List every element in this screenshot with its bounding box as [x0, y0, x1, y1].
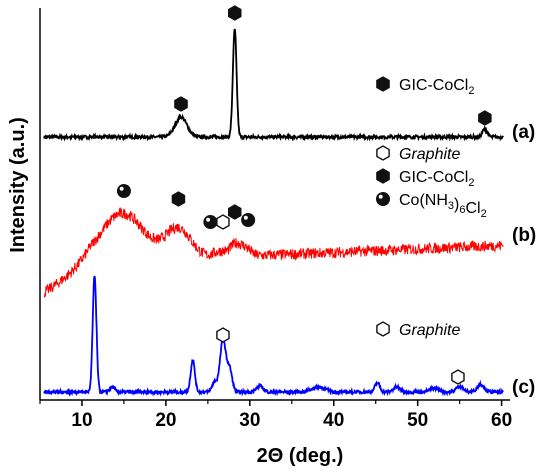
marker-b-1-hexagon-filled-icon	[171, 191, 186, 207]
x-axis-title: 2Θ (deg.)	[257, 445, 344, 467]
x-tick-label-40: 40	[323, 410, 344, 431]
x-tick-label-30: 30	[239, 410, 260, 431]
trace-b	[43, 206, 504, 298]
y-axis-title: Intensity (a.u.)	[7, 117, 29, 253]
marker-a-2-hexagon-filled-icon	[478, 110, 492, 126]
trace-label-b: (b)	[512, 225, 536, 246]
marker-a-0-hexagon-filled-icon	[174, 96, 188, 112]
x-tick-label-50: 50	[407, 410, 428, 431]
trace-label-c: (c)	[512, 377, 535, 398]
marker-b-3-hexagon-open-icon	[216, 214, 230, 230]
legend-c-0-hexagon-open-icon	[376, 321, 390, 337]
legend-b-1-hexagon-filled-icon	[376, 168, 390, 184]
x-axis-title-2: 2	[257, 445, 268, 467]
legend-a-0-label: GIC-CoCl2	[399, 77, 474, 97]
marker-b-2-sphere-icon	[203, 215, 218, 229]
x-tick-label-20: 20	[155, 410, 176, 431]
x-ticks	[39, 400, 503, 406]
trace-a	[43, 28, 505, 142]
x-tick-labels: 10 20 30 40 50 60	[71, 410, 512, 431]
x-axis-title-theta: Θ	[268, 445, 284, 467]
legend-b-0-hexagon-open-icon	[376, 145, 390, 161]
x-tick-label-10: 10	[71, 410, 92, 431]
x-axis-title-unit: (deg.)	[283, 445, 343, 467]
trace-labels: (a) (b) (c)	[512, 122, 536, 398]
legend-b-2-label: Co(NH3)6Cl2	[399, 192, 487, 220]
marker-c-1-hexagon-open-icon	[451, 369, 465, 385]
marker-b-4-hexagon-filled-icon	[227, 204, 242, 220]
legend-c-0-label: Graphite	[399, 322, 460, 339]
trace-label-a: (a)	[512, 122, 535, 143]
axes: 10 20 30 40 50 60	[39, 8, 512, 431]
trace-c	[43, 275, 504, 397]
marker-a-1-hexagon-filled-icon	[227, 5, 242, 21]
traces	[43, 28, 505, 397]
x-tick-label-60: 60	[491, 410, 512, 431]
marker-b-5-sphere-icon	[241, 213, 256, 227]
marker-c-0-hexagon-open-icon	[216, 327, 230, 343]
legend-b-1-label: GIC-CoCl2	[399, 169, 474, 189]
marker-b-0-sphere-icon	[116, 184, 131, 198]
legend-a: GIC-CoCl2	[376, 76, 474, 97]
legend-a-0-hexagon-filled-icon	[376, 76, 390, 92]
legend-b: Graphite GIC-CoCl2 Co(NH3)6Cl2	[376, 145, 487, 220]
legend-c: Graphite	[376, 321, 460, 339]
legend-b-0-label: Graphite	[399, 146, 460, 163]
legend-b-2-sphere-icon	[376, 192, 390, 206]
peak-markers	[116, 5, 492, 385]
